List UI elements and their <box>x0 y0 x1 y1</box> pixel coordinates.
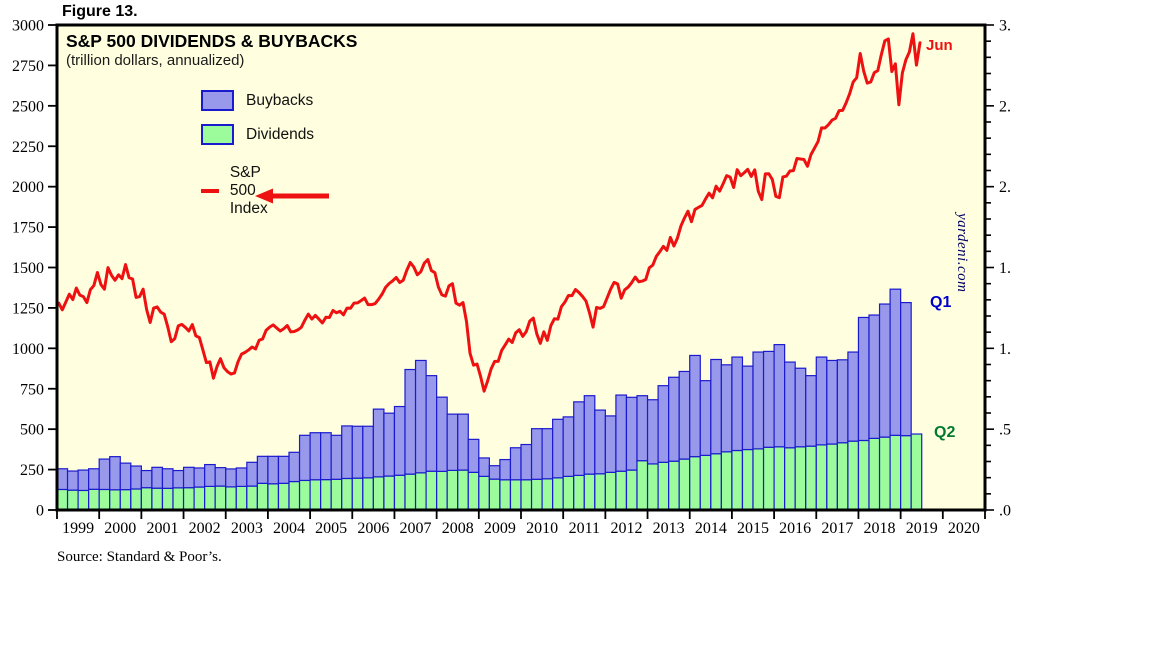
svg-text:1999: 1999 <box>62 520 94 537</box>
svg-text:2011: 2011 <box>569 520 600 537</box>
svg-text:.0: .0 <box>999 503 1011 520</box>
svg-text:2005: 2005 <box>315 520 347 537</box>
svg-text:2015: 2015 <box>737 520 769 537</box>
svg-text:2010: 2010 <box>526 520 558 537</box>
svg-text:2750: 2750 <box>12 58 44 75</box>
svg-text:3000: 3000 <box>12 18 44 35</box>
svg-text:2000: 2000 <box>12 179 44 196</box>
svg-text:2016: 2016 <box>779 520 811 537</box>
svg-text:250: 250 <box>20 462 44 479</box>
svg-text:2250: 2250 <box>12 139 44 156</box>
svg-text:2008: 2008 <box>442 520 474 537</box>
legend-label-dividends: Dividends <box>246 125 315 143</box>
svg-text:750: 750 <box>20 381 44 398</box>
buybacks-swatch-icon <box>201 90 234 111</box>
sp500-line-swatch-icon <box>201 189 219 193</box>
x-axis: 1999 2000 2001 2002 2003 2004 2005 2006 2007 2008… <box>56 510 986 537</box>
svg-text:2500: 2500 <box>12 98 44 115</box>
svg-text:1750: 1750 <box>12 220 44 237</box>
figure-label: Figure 13. <box>62 3 138 20</box>
left-axis: 0 250 500 750 1000 1250 1500 1750 2000 2250 2500 27… <box>12 18 57 520</box>
legend-label-buybacks: Buybacks <box>246 91 314 109</box>
svg-text:2012: 2012 <box>610 520 642 537</box>
buybacks-last-quarter-label: Q1 <box>930 294 952 311</box>
svg-text:2000: 2000 <box>104 520 136 537</box>
svg-text:2004: 2004 <box>273 520 305 537</box>
watermark: yardeni.com <box>954 213 970 293</box>
svg-text:2.: 2. <box>999 98 1011 115</box>
svg-text:1.: 1. <box>999 260 1011 277</box>
svg-text:1500: 1500 <box>12 260 44 277</box>
legend-item-dividends: Dividends <box>201 124 314 145</box>
svg-text:0: 0 <box>36 503 44 520</box>
legend-label-sp500: S&P 500 Index <box>229 164 268 217</box>
right-axis: 3. 2. 2. 1. 1. .5 .0 <box>985 18 1011 520</box>
sp500-line <box>57 32 922 393</box>
svg-text:2007: 2007 <box>400 520 432 537</box>
source-note: Source: Standard & Poor’s. <box>57 549 222 565</box>
svg-text:2013: 2013 <box>653 520 685 537</box>
svg-text:1000: 1000 <box>12 341 44 358</box>
plot-border <box>55 23 987 512</box>
svg-text:2.: 2. <box>999 179 1011 196</box>
legend-item-sp500: S&P 500 Index <box>201 164 284 218</box>
svg-text:1250: 1250 <box>12 300 44 317</box>
svg-text:1.: 1. <box>999 341 1011 358</box>
legend-item-buybacks: Buybacks <box>201 90 313 111</box>
svg-text:2019: 2019 <box>906 520 938 537</box>
svg-text:3.: 3. <box>999 18 1011 35</box>
svg-text:2017: 2017 <box>821 520 853 537</box>
svg-text:2002: 2002 <box>189 520 221 537</box>
svg-text:2014: 2014 <box>695 520 727 537</box>
svg-text:2018: 2018 <box>864 520 896 537</box>
dividends-swatch-icon <box>201 124 234 145</box>
svg-text:2003: 2003 <box>231 520 263 537</box>
dividends-last-quarter-label: Q2 <box>934 424 956 441</box>
svg-text:500: 500 <box>20 422 44 439</box>
svg-text:2001: 2001 <box>146 520 178 537</box>
svg-text:2020: 2020 <box>948 520 980 537</box>
chart-title: S&P 500 DIVIDENDS & BUYBACKS <box>66 31 358 51</box>
svg-text:2006: 2006 <box>357 520 389 537</box>
svg-text:2009: 2009 <box>484 520 516 537</box>
svg-text:.5: .5 <box>999 422 1011 439</box>
line-end-label: Jun <box>926 37 953 54</box>
chart-subtitle: (trillion dollars, annualized) <box>66 52 245 69</box>
